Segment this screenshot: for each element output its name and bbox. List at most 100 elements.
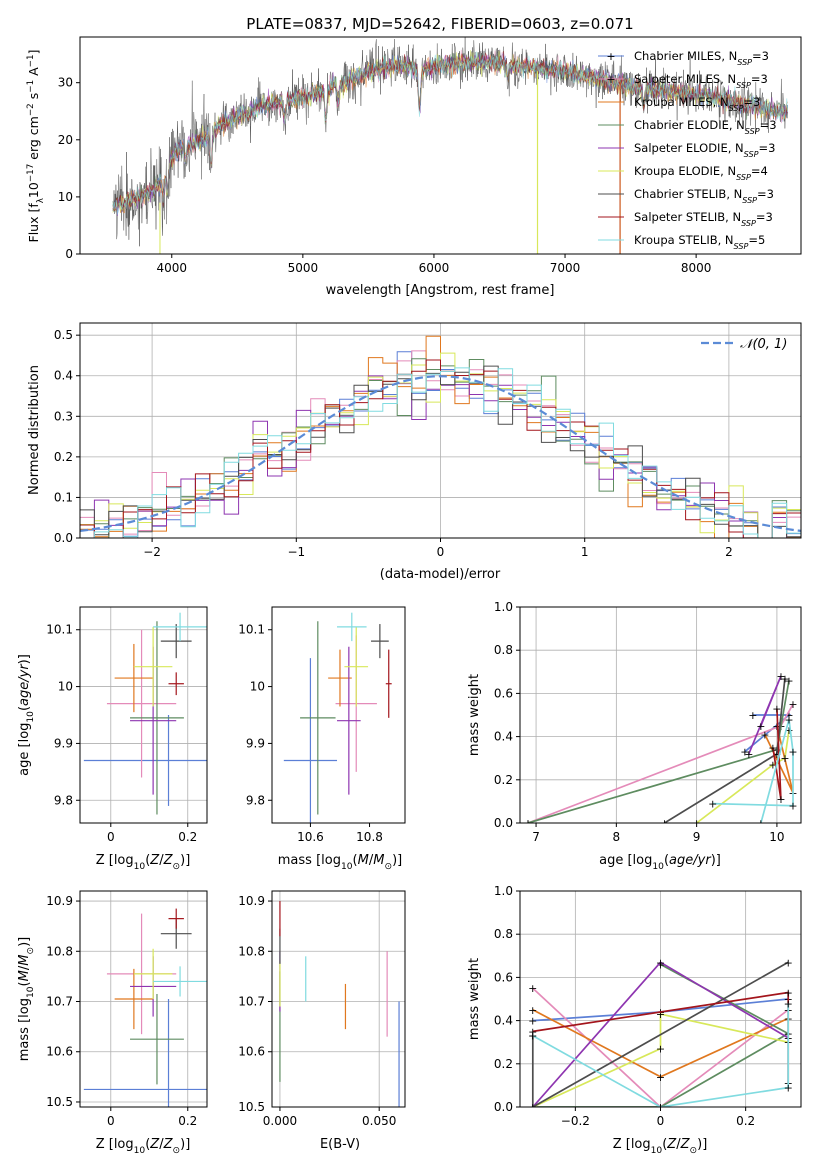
errorbar-point (385, 649, 392, 718)
axes-frame (79, 36, 802, 255)
histogram-step-line (80, 367, 801, 538)
series-marker: + (744, 748, 753, 761)
legend-entry: Chabrier MILES, NSSP=3 (634, 49, 769, 67)
errorbar-point (300, 621, 336, 815)
series-marker: + (780, 752, 789, 765)
y-tick-label: 0 (65, 247, 73, 261)
axes-weight_vs_age: + ++++++++++++++++ +++++++++ ++++7 8 9 10 0.0 0.… (467, 600, 802, 872)
series-marker: + (784, 997, 793, 1010)
x-tick-label: 10.8 (356, 830, 383, 844)
x-tick-label: 0.2 (736, 1114, 755, 1128)
series-marker: + (776, 793, 785, 806)
x-tick-label: 2 (725, 545, 733, 559)
histogram-step-line (80, 359, 801, 538)
plot-area-weight_vs_age: + ++++++++++++++++ +++++++++ ++++ (523, 670, 798, 830)
series-line (748, 675, 782, 755)
y-tick-label: 0.2 (54, 450, 73, 464)
series-marker: + (784, 713, 793, 726)
plot-area-mass_vs_ebv (279, 901, 400, 1107)
frame: 0.000 0.050 10.6 10.7 10.8 10.9 (238, 890, 406, 1128)
series-line (532, 987, 789, 1107)
x-axis-label: Z [log10(Z/Z⊙)] (613, 1137, 708, 1156)
frame: 0 0.2 9.8 9.9 10 10.1 (46, 606, 208, 844)
axes-mass_vs_ebv: 0.000 0.050 10.6 10.7 10.8 10.9 E(B-V) 10.5 (238, 890, 406, 1152)
y-tick-label: 0.2 (494, 1057, 513, 1071)
x-tick-label: 0.000 (263, 1114, 297, 1128)
series-line (532, 1013, 789, 1107)
x-tick-label: 0.2 (178, 830, 197, 844)
series-line (532, 1003, 790, 1107)
series-marker: + (656, 1101, 665, 1114)
frame: 4000 5000 6000 7000 8000 0 10 20 30 (58, 36, 802, 275)
series-marker: + (772, 703, 781, 716)
y-tick-label: 10.6 (46, 1045, 73, 1059)
errorbar-point (337, 612, 367, 642)
y-tick-label: 1.0 (494, 884, 513, 898)
errorbar-point (83, 715, 207, 806)
x-tick-label: 10.6 (297, 830, 324, 844)
series-marker: + (780, 672, 789, 685)
x-tick-label: 9 (693, 830, 701, 844)
series-line (712, 719, 794, 823)
gridlines (272, 891, 405, 1107)
series-marker: + (528, 1030, 537, 1043)
series-marker: + (523, 817, 532, 830)
axes-frame (271, 890, 406, 1108)
series-marker: + (768, 741, 777, 754)
series-marker: + (528, 982, 537, 995)
series-marker: + (760, 728, 769, 741)
legend-entry: Kroupa ELODIE, NSSP=4 (634, 164, 768, 182)
figure-title: PLATE=0837, MJD=52642, FIBERID=0603, z=0… (246, 15, 633, 33)
y-tick-label: 10 (58, 680, 73, 694)
plot-area-spectrum (112, 37, 788, 254)
y-tick-label: 10.9 (238, 894, 265, 908)
x-tick-label: −1 (287, 545, 305, 559)
x-tick-label: −0.2 (561, 1114, 590, 1128)
y-tick-label: 0.5 (54, 328, 73, 342)
errorbar-point (130, 993, 184, 1085)
x-axis-label: wavelength [Angstrom, rest frame] (326, 283, 555, 298)
y-tick-label: 1.0 (494, 600, 513, 614)
x-tick-label: 1 (581, 545, 589, 559)
axes-age_vs_mass: 10.6 10.8 9.8 9.9 10 10.1 mass [log10(M/M⊙)] (238, 606, 406, 872)
series-line (531, 961, 789, 1107)
x-axis-label: age [log10(age/yr)] (599, 853, 721, 872)
y-tick-label: 10.9 (46, 894, 73, 908)
x-axis-label: Z [log10(Z/Z⊙)] (96, 1137, 191, 1156)
y-tick-label: 0.0 (54, 531, 73, 545)
axes-spectrum: 4000 5000 6000 7000 8000 0 10 20 30 + Chabrier MIL… (26, 36, 802, 298)
gridlines (80, 607, 207, 823)
spectrum-legend: + Chabrier MILES, NSSP=3 + Salpeter MILES, … (598, 49, 777, 251)
x-tick-label: 4000 (156, 261, 187, 275)
errorbar-point (114, 643, 154, 713)
plot-area-age_vs_Z (83, 612, 207, 815)
y-axis-label: mass weight (467, 958, 482, 1040)
y-tick-label: 10.7 (46, 995, 73, 1009)
y-tick-label: 10.5 (238, 1100, 265, 1114)
y-tick-label: 0.4 (54, 369, 73, 383)
x-tick-label: 0 (657, 1114, 665, 1128)
y-tick-label: 10.8 (46, 944, 73, 958)
frame: 0 0.2 10.5 10.6 10.7 10.8 10.9 (46, 890, 208, 1128)
errorbar-point (130, 621, 184, 815)
frame: 7 8 9 10 0.0 0.2 0.4 0.6 0.8 1.0 (494, 600, 802, 844)
axes-residual_hist: −2 −1 0 1 2 0.0 0.1 0.2 0.3 0.4 0.5 𝒩(0, 1) (data-mo… (27, 322, 802, 582)
x-tick-label: 10 (769, 830, 784, 844)
series-marker: + (692, 817, 701, 830)
axes-frame (271, 606, 406, 824)
x-tick-label: 6000 (419, 261, 450, 275)
legend-marker: + (606, 73, 615, 86)
y-tick-label: 10.1 (238, 623, 265, 637)
legend-entry: Chabrier ELODIE, NSSP=3 (634, 118, 777, 136)
plot-area-weight_vs_Z: ++++++++++ ++++++++++++++++++++ (528, 956, 793, 1114)
axes-weight_vs_Z: ++++++++++ ++++++++++++++++++++−0.2 0 0.2 0.… (467, 884, 802, 1156)
y-tick-label: 0.4 (494, 730, 513, 744)
x-tick-label: 0.050 (362, 1114, 396, 1128)
y-tick-label: 9.8 (54, 793, 73, 807)
errorbar-point (133, 626, 173, 707)
errorbar-point (344, 626, 369, 707)
series-line (664, 678, 786, 823)
errorbar-point (371, 624, 389, 659)
series-marker: + (528, 1015, 537, 1028)
